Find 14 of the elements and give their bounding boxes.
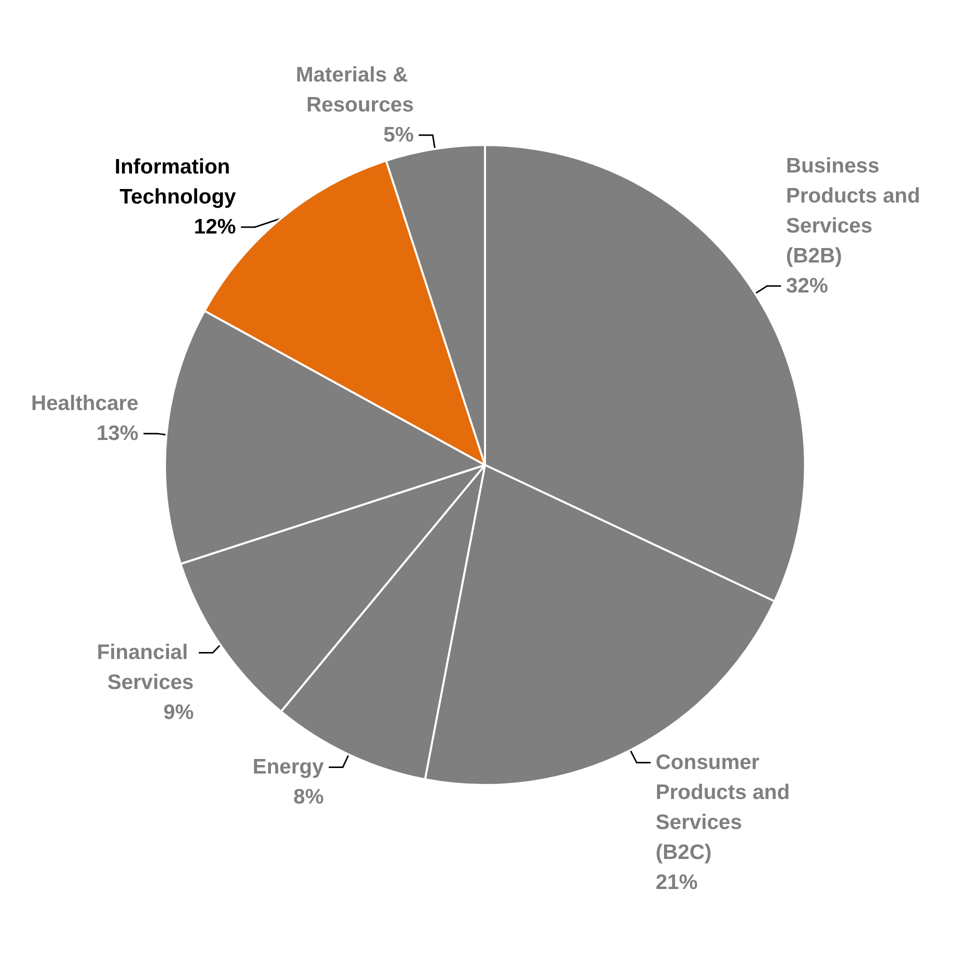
slice-label: Energy <box>252 756 324 779</box>
slice-label: Healthcare <box>31 392 138 416</box>
data-label: 8% <box>293 786 324 809</box>
data-label: 21% <box>656 871 698 894</box>
slice-label: Materials & Resources <box>296 64 414 117</box>
slice-label: Financial Services <box>96 641 194 694</box>
data-label: 5% <box>383 124 414 147</box>
data-label: 9% <box>163 701 194 724</box>
slice-label: Consumer Products and Services (B2C) <box>656 751 796 864</box>
data-label: 32% <box>786 274 828 298</box>
data-label: 12% <box>194 216 236 239</box>
slice-label: Business Products and Services (B2B) <box>786 154 926 268</box>
data-label: 13% <box>96 422 139 446</box>
slice-label: Information Technology <box>114 156 236 209</box>
